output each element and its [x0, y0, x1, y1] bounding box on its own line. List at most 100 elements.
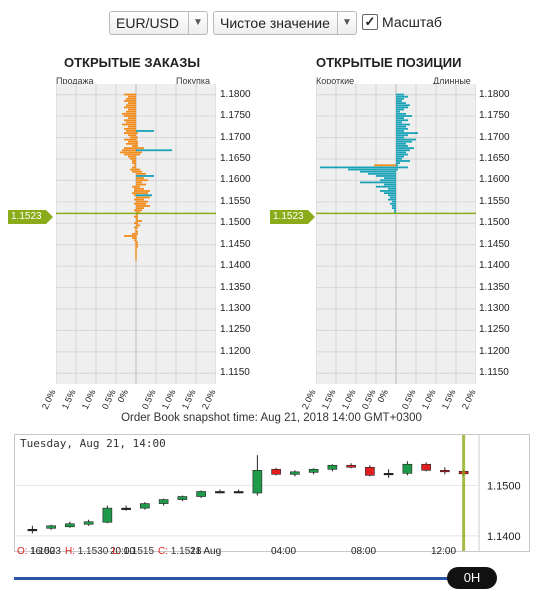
mode-select[interactable]: Чистое значение ▼: [213, 11, 357, 35]
short-bar: [360, 170, 396, 173]
sell-bar: [122, 112, 136, 115]
buy-bar: [136, 215, 138, 218]
sell-bar: [130, 168, 136, 171]
buy-bar: [136, 200, 148, 203]
short-bar: [384, 192, 396, 195]
sell-bar: [132, 237, 136, 240]
buy-bar: [136, 168, 140, 171]
buy-bar: [136, 235, 137, 237]
short-bar: [388, 198, 396, 201]
buy-bar: [136, 145, 138, 147]
sell-bar: [124, 153, 136, 156]
time-axis-label: 21 Aug: [190, 546, 222, 557]
symbol-value: EUR/USD: [116, 15, 180, 31]
candle-body: [290, 471, 300, 475]
sell-bar: [134, 187, 136, 190]
sell-bar: [135, 241, 136, 244]
buy-bar: [136, 170, 142, 173]
positions-short-label: Короткие: [316, 76, 355, 86]
short-bar: [374, 164, 396, 167]
x-tick-label: 0%: [115, 388, 131, 405]
long-bar: [396, 166, 408, 169]
sell-bar: [124, 100, 136, 102]
buy-bar: [136, 247, 137, 250]
long-bar: [396, 93, 404, 96]
price-chart[interactable]: 1.1500 1.1400: [14, 434, 530, 552]
positions-current-price-tag: 1.1523: [270, 210, 315, 224]
y-tick-label: 1.1700: [220, 131, 251, 143]
sell-bar: [132, 192, 136, 195]
sell-bar: [134, 209, 136, 212]
buy-bar: [136, 136, 138, 139]
short-bar: [360, 181, 396, 184]
sell-bar: [134, 194, 136, 197]
sell-bar: [124, 147, 136, 150]
sell-bar: [124, 106, 136, 109]
sell-bar: [128, 117, 136, 120]
sell-bar: [135, 252, 136, 255]
buy-bar: [136, 211, 140, 214]
sell-bar: [124, 127, 136, 130]
sell-bar: [128, 102, 136, 105]
long-bar: [396, 160, 410, 162]
buy-bar: [136, 207, 144, 210]
candle-body: [346, 464, 356, 468]
x-tick-label: 1.0%: [79, 388, 98, 411]
timeline-slider-track[interactable]: [14, 577, 462, 580]
y-tick-label: 1.1250: [479, 324, 510, 336]
y-tick-label: 1.1250: [220, 324, 251, 336]
buy-bar: [136, 202, 146, 205]
x-tick-label: 0.5%: [139, 388, 158, 411]
buy-bar: [136, 237, 137, 240]
long-bar: [396, 157, 402, 160]
long-bar: [396, 125, 406, 128]
symbol-select[interactable]: EUR/USD ▼: [109, 11, 208, 35]
buy-bar: [136, 213, 138, 216]
short-bar: [388, 194, 396, 197]
long-bar: [396, 132, 418, 135]
scale-checkbox[interactable]: ✓: [362, 14, 378, 30]
sell-bar: [124, 132, 136, 135]
sell-bar: [126, 121, 136, 124]
candle-body: [440, 470, 450, 473]
x-tick-label: 2.0%: [299, 388, 318, 411]
positions-title: ОТКРЫТЫЕ ПОЗИЦИИ: [316, 55, 462, 70]
long-bar: [396, 104, 410, 107]
y-tick-label: 1.1800: [220, 88, 251, 100]
sell-bar: [124, 235, 136, 237]
long-bar: [396, 110, 400, 113]
candle-body: [402, 463, 413, 474]
short-bar: [380, 179, 396, 182]
sell-bar: [122, 123, 136, 126]
candlestick-series: 1.1500 1.1400: [15, 435, 521, 551]
candle-body: [140, 503, 150, 509]
y-tick-label: 1.1650: [479, 153, 510, 164]
buy-bar: [136, 209, 142, 212]
sell-bar: [124, 115, 136, 117]
sell-bar: [126, 142, 136, 145]
time-axis-label: 12:00: [431, 546, 457, 557]
long-bar: [396, 147, 414, 150]
candle-body: [252, 470, 263, 494]
long-bar: [396, 138, 416, 141]
sell-bar: [126, 110, 136, 113]
sell-bar: [130, 157, 136, 160]
sell-bar: [122, 149, 136, 152]
buy-bar: [136, 198, 144, 201]
y-tick-label: 1.1650: [220, 153, 251, 164]
buy-bar: [136, 230, 138, 233]
x-tick-label: 0.5%: [399, 388, 418, 411]
buy-bar: [136, 220, 142, 222]
candle-body: [27, 529, 38, 532]
sell-bar: [126, 104, 136, 107]
buy-bar: [136, 181, 142, 184]
long-bar: [396, 134, 408, 137]
sell-bar: [132, 145, 136, 147]
buy-bar: [136, 138, 137, 141]
x-tick-label: 1.5%: [179, 388, 198, 411]
ohlc-key: L:: [112, 546, 121, 557]
timeline-slider-handle[interactable]: 0H: [447, 567, 497, 589]
short-bar: [392, 200, 396, 203]
y-tick-label: 1.1200: [479, 345, 510, 357]
short-bar: [384, 177, 396, 180]
